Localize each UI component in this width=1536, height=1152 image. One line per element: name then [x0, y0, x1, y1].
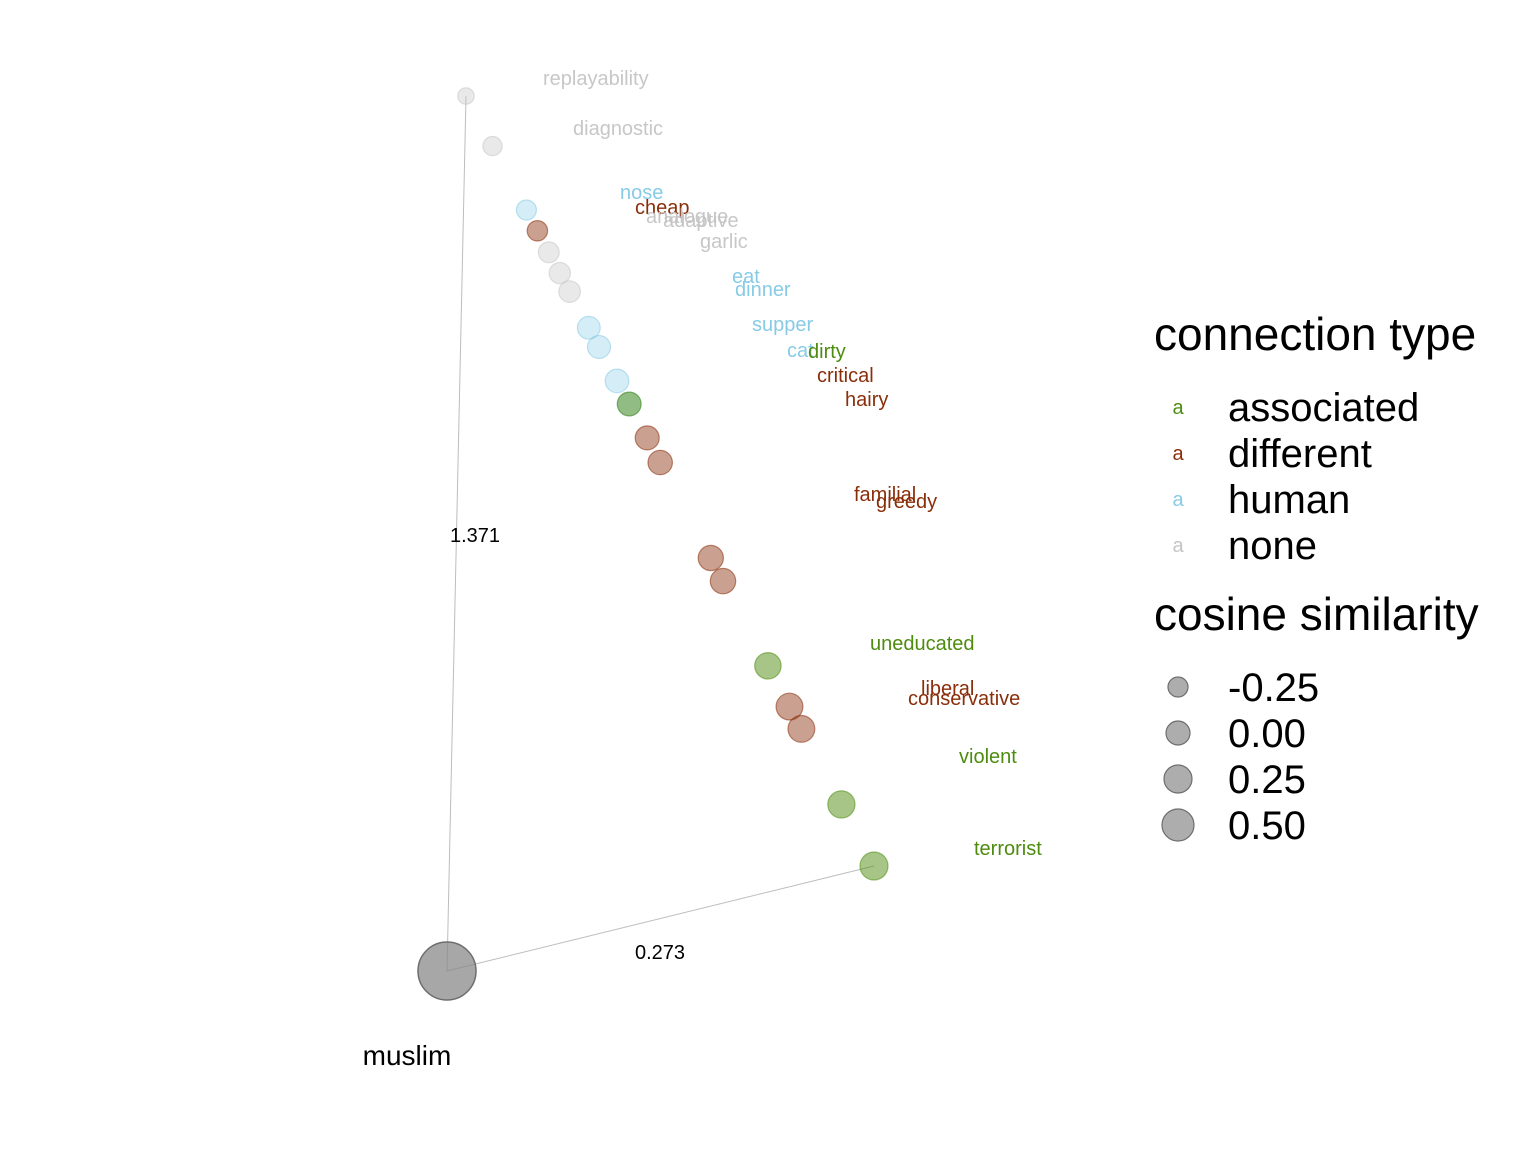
legend-size-title: cosine similarity: [1154, 588, 1479, 640]
legend-label-none: none: [1228, 524, 1317, 568]
point-familial: [697, 544, 725, 572]
point-label-replayability: replayability: [543, 68, 649, 90]
point-diagnostic: [482, 135, 503, 157]
point-terrorist: [859, 851, 889, 881]
point-label-familial: familial: [854, 484, 916, 506]
legend-key-none: a: [1172, 535, 1184, 557]
point-dirty: [616, 391, 642, 417]
legend-key-human: a: [1172, 489, 1184, 511]
point-label-eat: eat: [732, 266, 760, 288]
legend-size-key-0: [1167, 676, 1189, 698]
point-liberal: [775, 692, 804, 721]
legend-size-key-2: [1163, 764, 1193, 794]
legend-size-items: -0.250.000.250.50: [1161, 666, 1319, 848]
legend-size-label-2: 0.25: [1228, 758, 1306, 802]
point-label-dinner: dinner: [735, 279, 791, 301]
point-label-liberal: liberal: [921, 678, 974, 700]
point-cheap: [526, 220, 549, 242]
legend-label-different: different: [1228, 432, 1372, 476]
legend-color-title: connection type: [1154, 308, 1476, 360]
legend-size-label-1: 0.00: [1228, 712, 1306, 756]
anchor-point: [417, 941, 477, 1001]
point-label-greedy: greedy: [876, 491, 937, 513]
point-label-adaptive: adaptive: [663, 210, 739, 232]
legend-label-associated: associated: [1228, 386, 1419, 430]
point-conservative: [787, 714, 816, 743]
legend-size-key-1: [1165, 720, 1191, 746]
point-label-garlic: garlic: [700, 231, 748, 253]
point-label-uneducated: uneducated: [870, 633, 975, 655]
legend-key-different: a: [1172, 443, 1184, 465]
point-label-cheap: cheap: [635, 197, 690, 219]
point-label-nose: nose: [620, 182, 663, 204]
point-critical: [634, 425, 660, 451]
point-violent: [827, 790, 856, 819]
horizontal-axis-line: [446, 865, 875, 972]
point-greedy: [709, 567, 737, 595]
horizontal-axis-label: 0.273: [635, 942, 685, 964]
point-garlic: [558, 280, 581, 304]
point-label-violent: violent: [959, 746, 1017, 768]
point-dinner: [586, 334, 612, 360]
point-nose: [515, 199, 538, 221]
anchor-label: muslim: [363, 1040, 452, 1071]
point-labels: replayability diagnostic nosecheapanalogue…: [543, 68, 1042, 860]
point-eat: [576, 315, 601, 340]
point-analogue: [537, 241, 560, 264]
point-label-critical: critical: [817, 365, 874, 387]
point-label-dirty: dirty: [808, 341, 846, 363]
legend-color-items: a associated a different a human a none: [1172, 386, 1419, 568]
point-uneducated: [754, 651, 782, 680]
point-label-cat: cat: [787, 340, 814, 362]
legend-key-associated: a: [1172, 397, 1184, 419]
points: [457, 87, 889, 881]
legend-size-label-0: -0.25: [1228, 666, 1319, 710]
point-supper: [604, 368, 630, 394]
point-label-terrorist: terrorist: [974, 838, 1042, 860]
point-hairy: [647, 449, 673, 476]
point-label-conservative: conservative: [908, 688, 1020, 710]
point-label-analogue: analogue: [646, 206, 728, 228]
legend-size-key-3: [1161, 808, 1195, 842]
vertical-axis-line: [446, 95, 467, 972]
point-label-hairy: hairy: [845, 389, 888, 411]
axes: 1.371 0.273: [446, 95, 875, 972]
legend-size-label-3: 0.50: [1228, 804, 1306, 848]
legend-label-human: human: [1228, 478, 1350, 522]
legend: connection type a associated a different a hu…: [1154, 308, 1479, 848]
anchor: muslim: [363, 941, 477, 1071]
point-label-supper: supper: [752, 314, 813, 336]
point-adaptive: [548, 261, 572, 285]
vertical-axis-label: 1.371: [450, 525, 500, 547]
point-replayability: [457, 87, 475, 105]
point-label-diagnostic: diagnostic: [573, 118, 663, 140]
